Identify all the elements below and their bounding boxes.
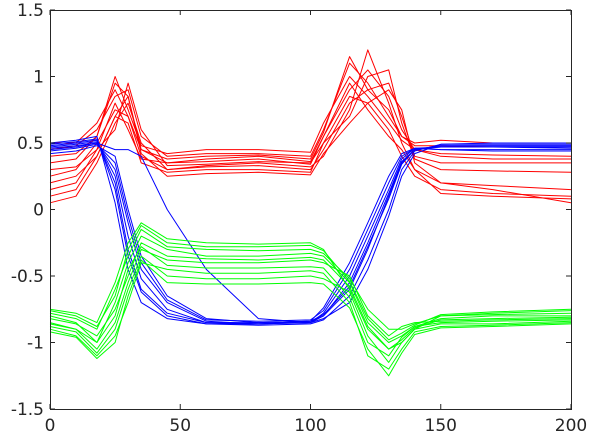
x-tick-label-4: 200 bbox=[555, 416, 587, 436]
series-2-line-2 bbox=[49, 248, 572, 350]
series-0-line-7 bbox=[49, 82, 572, 200]
series-1-line-5 bbox=[49, 138, 571, 326]
x-tick-label-2: 100 bbox=[294, 416, 326, 436]
series-2-line-3 bbox=[49, 262, 572, 370]
series-1-line-7 bbox=[49, 141, 571, 325]
y-tick-label-1: 1 bbox=[33, 68, 44, 88]
series-2-line-1 bbox=[49, 222, 572, 350]
y-tick-label-4: -0.5 bbox=[11, 267, 44, 287]
y-tick-label-3: 0 bbox=[33, 201, 44, 221]
series-2-line-9 bbox=[49, 259, 572, 377]
series-0-line-6 bbox=[49, 69, 572, 173]
series-1-line-6 bbox=[49, 143, 571, 322]
series-2-line-7 bbox=[49, 225, 572, 341]
y-tick-label-6: -1.5 bbox=[11, 400, 44, 420]
series-2-line-5 bbox=[49, 255, 572, 363]
series-2-line-4 bbox=[49, 228, 572, 330]
x-tick-label-0: 0 bbox=[45, 416, 56, 436]
x-tick-label-3: 150 bbox=[425, 416, 457, 436]
series-0-line-2 bbox=[49, 82, 571, 177]
series-0-line-4 bbox=[49, 49, 572, 204]
x-tick-label-1: 50 bbox=[169, 416, 191, 436]
y-tick-label-0: 1.5 bbox=[17, 1, 44, 21]
series-2-line-6 bbox=[49, 242, 572, 350]
y-tick-label-2: 0.5 bbox=[17, 134, 44, 154]
series-0-line-8 bbox=[50, 56, 571, 160]
series-0-line-1 bbox=[49, 62, 571, 157]
series-0-line-9 bbox=[49, 89, 572, 191]
series-2-line-8 bbox=[49, 246, 572, 357]
y-tick-label-5: -1 bbox=[27, 334, 44, 354]
